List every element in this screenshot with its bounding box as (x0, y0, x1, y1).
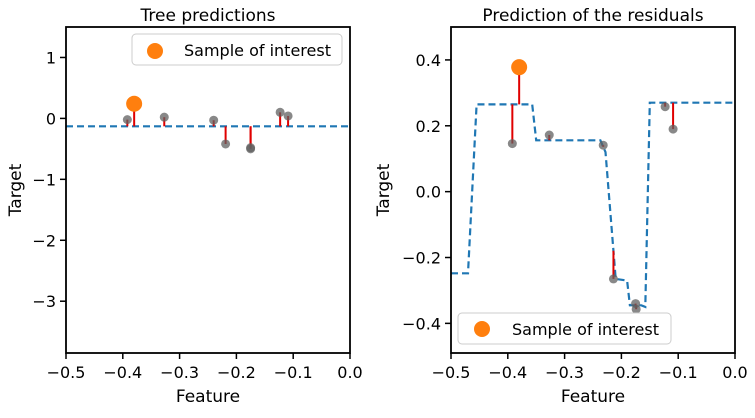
y-tick-label: −1 (32, 170, 56, 189)
y-tick-label: −0.2 (402, 249, 441, 268)
y-ticks: 1 0 −1 −2 −3 (32, 48, 66, 311)
data-point (246, 144, 256, 154)
y-tick-label: 0.0 (416, 183, 441, 202)
legend-box (457, 312, 672, 345)
legend-label-sample-of-interest: Sample of interest (184, 41, 331, 60)
legend-box (131, 33, 343, 66)
legend-label-sample-of-interest: Sample of interest (512, 320, 659, 339)
y-axis-label: Target (6, 163, 26, 217)
y-tick-label: 0.4 (416, 51, 441, 70)
data-point (544, 130, 554, 140)
data-point (631, 304, 641, 314)
x-tick-label: −0.4 (103, 363, 142, 382)
x-tick-label: −0.2 (217, 363, 256, 382)
y-tick-label: −2 (32, 231, 56, 250)
data-point (221, 139, 231, 149)
y-tick-label: −3 (32, 292, 56, 311)
data-point (122, 115, 132, 125)
data-point (275, 107, 285, 117)
data-point (660, 102, 670, 112)
x-tick-label: −0.3 (545, 363, 584, 382)
points-layer (122, 95, 293, 154)
prediction-layer (451, 101, 735, 309)
data-point (283, 111, 293, 121)
y-axis-label: Target (374, 163, 394, 217)
plot-area-border (65, 26, 351, 354)
legend: Sample of interest (457, 312, 672, 345)
data-point (668, 124, 678, 134)
x-tick-label: −0.2 (602, 363, 641, 382)
points-layer (507, 59, 678, 314)
legend-marker-sample-of-interest (147, 43, 163, 59)
data-point (507, 139, 517, 149)
x-tick-label: −0.5 (47, 363, 86, 382)
x-axis-label: Feature (561, 387, 625, 407)
residuals-prediction-chart: Prediction of the residuals Feature Targ… (374, 6, 748, 407)
data-point (159, 112, 169, 122)
sample-of-interest-point (126, 95, 143, 112)
tree-predictions-chart: Tree predictions Feature Target −0.5 −0.4… (6, 6, 363, 407)
x-tick-label: −0.1 (659, 363, 698, 382)
axes-frame (65, 26, 351, 354)
axes-frame (450, 26, 736, 354)
legend: Sample of interest (131, 33, 343, 66)
y-tick-label: 1 (46, 48, 56, 67)
y-tick-label: −0.4 (402, 314, 441, 333)
prediction-line (451, 101, 735, 309)
x-tick-label: −0.5 (432, 363, 471, 382)
x-ticks: −0.5 −0.4 −0.3 −0.2 −0.1 0.0 (47, 353, 363, 382)
x-tick-label: 0.0 (722, 363, 747, 382)
chart-title: Tree predictions (140, 6, 276, 26)
y-tick-label: 0.2 (416, 117, 441, 136)
x-ticks: −0.5 −0.4 −0.3 −0.2 −0.1 0.0 (432, 353, 748, 382)
chart-title: Prediction of the residuals (482, 6, 703, 26)
x-tick-label: −0.4 (488, 363, 527, 382)
y-tick-label: 0 (46, 109, 56, 128)
x-axis-label: Feature (176, 387, 240, 407)
data-point (598, 140, 608, 150)
sample-of-interest-point (511, 59, 528, 76)
legend-marker-sample-of-interest (474, 321, 490, 337)
x-tick-label: 0.0 (337, 363, 362, 382)
residuals-layer (126, 103, 290, 149)
data-point (608, 274, 618, 284)
plot-area-border (450, 26, 736, 354)
y-ticks: 0.4 0.2 0.0 −0.2 −0.4 (402, 51, 451, 333)
data-point (209, 115, 219, 125)
x-tick-label: −0.3 (160, 363, 199, 382)
x-tick-label: −0.1 (274, 363, 313, 382)
